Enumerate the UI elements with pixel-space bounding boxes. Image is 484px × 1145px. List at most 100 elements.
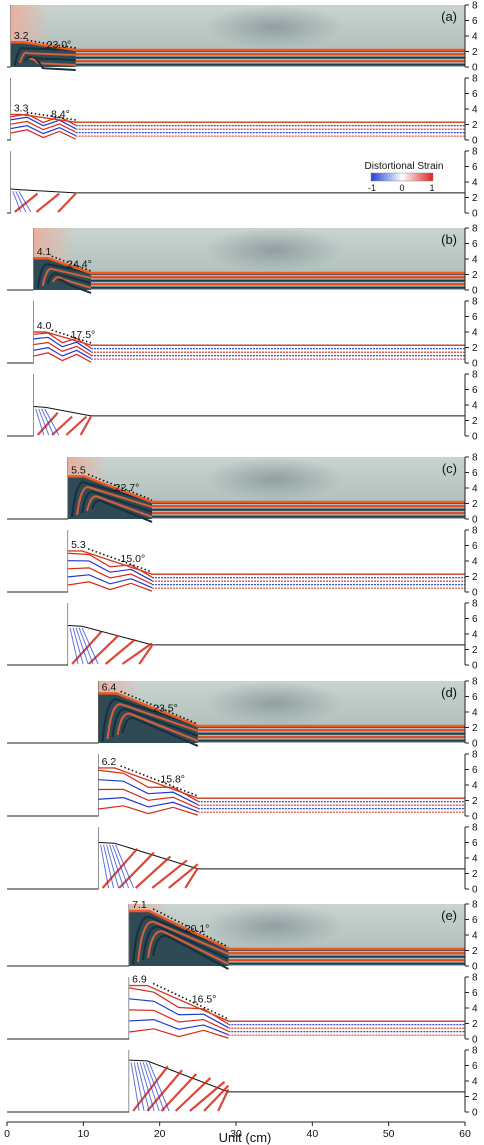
x-tick-label: 60: [459, 1128, 471, 1140]
strain-background: [98, 827, 465, 889]
y-tick-label: 2: [472, 343, 478, 354]
strain-surface: [98, 842, 465, 870]
legend-colorbar: [370, 172, 434, 182]
y-tick-label: 0: [472, 962, 478, 973]
numerical-surface: [10, 113, 465, 123]
shear-band: [160, 1073, 198, 1112]
y-tick-label: 0: [472, 432, 478, 443]
numerical-wedge-layer: [98, 779, 199, 806]
right-axis: 0 2 4 6 8: [464, 526, 478, 599]
shear-band: [132, 1065, 169, 1112]
photo-wedge-layer: [51, 276, 92, 289]
right-axis: 0 2 4 6 8: [464, 677, 478, 750]
photo-surface: [98, 692, 465, 728]
y-tick-label: 8: [472, 526, 478, 537]
photo-shadow: [204, 904, 345, 948]
y-tick-label: 8: [472, 74, 478, 85]
backthrust: [78, 627, 94, 665]
y-tick-label: 2: [472, 193, 478, 204]
backthrust: [44, 408, 60, 436]
y-tick-label: 2: [472, 47, 478, 58]
y-tick-label: 6: [472, 312, 478, 323]
y-tick-label: 4: [472, 105, 478, 116]
numerical-panel: 6.2 15.8° 0 2 4 6 8: [7, 750, 478, 823]
right-axis: 0 2 4 6 8: [464, 973, 478, 1046]
numerical-wedge-layer: [98, 788, 199, 809]
strain-surface: [129, 1059, 465, 1093]
numerical-wedge-layer: [68, 567, 153, 585]
shear-band: [203, 1084, 230, 1112]
y-tick-label: 8: [472, 370, 478, 381]
y-tick-label: 8: [472, 147, 478, 158]
shear-band: [174, 1077, 212, 1112]
strain-panel: 0 2 4 6 8: [7, 1046, 478, 1119]
y-tick-label: 0: [472, 812, 478, 823]
numerical-wedge-layer: [98, 805, 199, 816]
y-tick-label: 8: [472, 900, 478, 911]
y-tick-label: 8: [472, 973, 478, 984]
photo-surface: [68, 475, 465, 504]
taper-angle-label: 22.7°: [115, 482, 140, 494]
wedge-height-label: 6.9: [132, 974, 147, 986]
photo-shadow: [204, 457, 345, 501]
numerical-wedge-layer: [10, 124, 76, 137]
photo-wedge-layer: [36, 263, 92, 289]
y-tick-label: 2: [472, 869, 478, 880]
y-tick-label: 6: [472, 468, 478, 479]
y-tick-label: 6: [472, 1061, 478, 1072]
numerical-wedge-layer: [33, 347, 92, 360]
photo-panel: (d) 6.4 23.5° 0 2 4 6 8: [7, 677, 478, 750]
y-tick-label: 8: [472, 224, 478, 235]
photo-wedge-layer: [13, 47, 76, 66]
backthrust: [112, 844, 130, 889]
photo-surface: [10, 40, 465, 52]
numerical-background: [33, 301, 465, 363]
photo-wedge-layer: [34, 56, 76, 71]
shear-band: [189, 1080, 226, 1112]
taper-line: [87, 473, 153, 501]
photo-wedge-layer: [137, 920, 229, 963]
backthrust: [72, 627, 84, 665]
taper-line: [87, 548, 153, 573]
y-tick-label: 6: [472, 614, 478, 625]
taper-line: [26, 39, 76, 49]
panel-label: (c): [442, 461, 457, 476]
strain-panel: Distortional Strain -1 0 1 0 2 4 6 8: [7, 147, 478, 220]
shear-band: [217, 1089, 230, 1112]
photo-wedge-layer: [29, 57, 76, 66]
y-tick-label: 0: [472, 739, 478, 750]
numerical-wedge-layer: [33, 352, 92, 363]
numerical-wedge-layer: [68, 560, 153, 582]
taper-angle-label: 23.5°: [153, 703, 178, 715]
shear-band: [101, 847, 139, 889]
photo-wedge-layer: [152, 934, 229, 970]
photo-wedge-layer: [46, 272, 92, 285]
y-tick-label: 4: [472, 401, 478, 412]
numerical-background: [10, 78, 465, 140]
backthrust: [106, 844, 120, 889]
taper-angle-label: 23.0°: [47, 39, 72, 51]
y-tick-label: 0: [472, 359, 478, 370]
wedge-height-label: 6.4: [102, 681, 117, 693]
right-axis: 0 2 4 6 8: [464, 823, 478, 896]
numerical-panel: 5.3 15.0° 0 2 4 6 8: [7, 526, 478, 599]
y-tick-label: 2: [472, 572, 478, 583]
backthrust: [130, 1062, 140, 1112]
shear-band: [168, 863, 199, 889]
y-tick-label: 4: [472, 484, 478, 495]
x-tick-label: 20: [154, 1128, 166, 1140]
numerical-wedge-layer: [129, 998, 229, 1029]
y-tick-label: 2: [472, 1019, 478, 1030]
y-tick-label: 8: [472, 1, 478, 12]
right-axis: 0 2 4 6 8: [464, 224, 478, 297]
shear-band: [88, 634, 120, 665]
y-tick-label: 8: [472, 453, 478, 464]
numerical-wedge-layer: [10, 116, 76, 130]
shear-band: [35, 192, 60, 213]
panel-label: (d): [441, 685, 457, 700]
taper-angle-label: 24.4°: [67, 259, 92, 271]
y-tick-label: 8: [472, 599, 478, 610]
numerical-surface: [33, 331, 465, 346]
shear-band: [51, 415, 73, 436]
